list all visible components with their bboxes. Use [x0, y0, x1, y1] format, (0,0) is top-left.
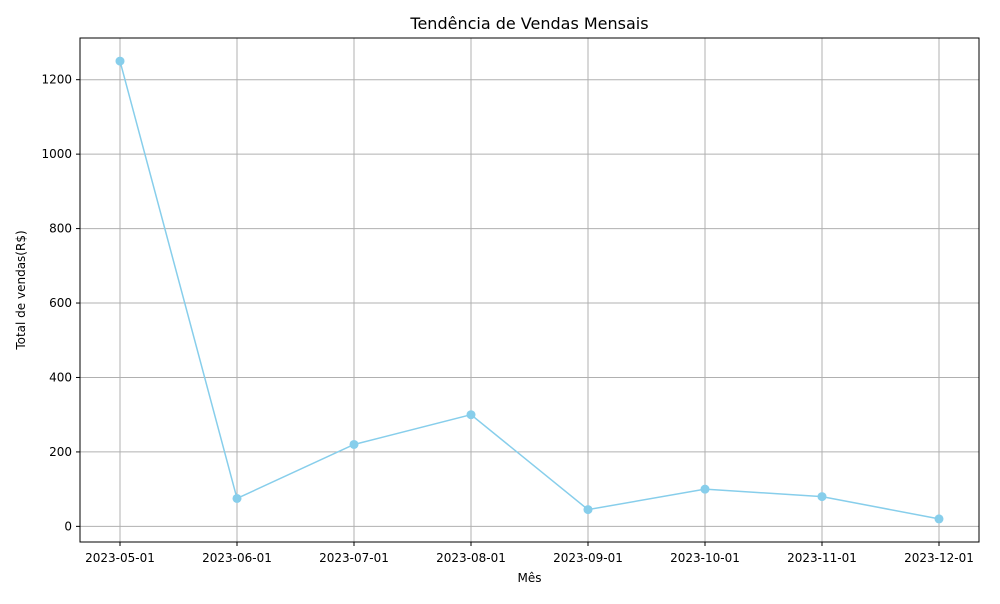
grid-lines [80, 38, 979, 542]
chart-title: Tendência de Vendas Mensais [409, 14, 648, 33]
data-point [115, 56, 125, 66]
y-tick-label: 600 [49, 296, 72, 310]
y-tick-label: 1200 [41, 73, 72, 87]
x-tick-label: 2023-07-01 [319, 551, 389, 565]
plot-frame [79, 37, 980, 543]
x-tick-label: 2023-10-01 [670, 551, 740, 565]
x-tick-label: 2023-12-01 [904, 551, 974, 565]
series-layer [115, 56, 944, 524]
x-axis-ticks: 2023-05-01 2023-06-01 2023-07-01 2023-08-01… [85, 542, 974, 565]
y-tick-label: 200 [49, 445, 72, 459]
data-point [466, 410, 476, 420]
data-point [583, 505, 593, 515]
y-tick-label: 0 [64, 519, 72, 533]
data-point [349, 439, 359, 449]
y-tick-label: 400 [49, 370, 72, 384]
x-tick-label: 2023-11-01 [787, 551, 857, 565]
data-point [700, 484, 710, 494]
x-tick-label: 2023-05-01 [85, 551, 155, 565]
y-axis-label: Total de vendas(R$) [14, 230, 28, 350]
data-point [232, 493, 242, 503]
y-tick-label: 1000 [41, 147, 72, 161]
y-tick-label: 800 [49, 222, 72, 236]
x-tick-label: 2023-09-01 [553, 551, 623, 565]
data-point [817, 492, 827, 502]
x-axis-label: Mês [518, 571, 542, 585]
x-tick-label: 2023-08-01 [436, 551, 506, 565]
data-point [934, 514, 944, 524]
series-line [119, 60, 940, 520]
x-tick-label: 2023-06-01 [202, 551, 272, 565]
y-axis-ticks: 0 200 400 600 800 1000 1200 [41, 73, 80, 533]
